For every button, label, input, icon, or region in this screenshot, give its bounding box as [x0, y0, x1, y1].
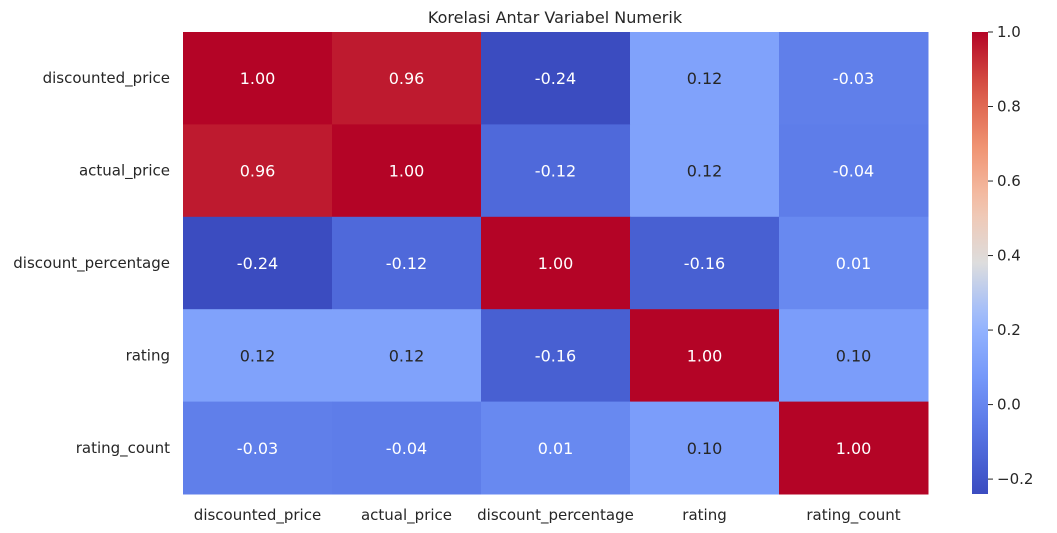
heatmap-cell [630, 309, 780, 403]
heatmap-cell [183, 309, 333, 403]
heatmap-cell [183, 216, 333, 310]
cell-annotation: 0.96 [240, 162, 276, 181]
heatmap-cell [481, 401, 631, 495]
cell-annotation: -0.04 [833, 162, 874, 181]
cell-annotation: -0.12 [535, 162, 576, 181]
cell-annotation: 0.12 [687, 69, 723, 88]
cell-annotations: 1.00 0.96 -0.24 0.12 -0.03 0.96 1.00 -0.12 0.12 -… [237, 69, 874, 458]
cell-annotation: 0.10 [687, 439, 723, 458]
cell-annotation: 0.12 [240, 346, 276, 365]
cell-annotation: 0.10 [836, 346, 872, 365]
cell-annotation: 0.01 [538, 439, 574, 458]
heatmap-cell [183, 124, 333, 218]
cell-annotation: 0.01 [836, 254, 872, 273]
cell-annotation: 1.00 [836, 439, 872, 458]
x-tick-label: discount_percentage [477, 506, 634, 525]
colorbar-tick-label: 0.2 [997, 321, 1021, 339]
x-tick-labels: discounted_price actual_price discount_per… [194, 506, 901, 525]
heatmap-cell [481, 124, 631, 218]
y-tick-labels: discounted_price actual_price discount_per… [13, 69, 170, 458]
heatmap-cell [332, 124, 482, 218]
colorbar-tick-label: 0.4 [997, 247, 1021, 265]
cell-annotation: 0.96 [389, 69, 425, 88]
cell-annotation: -0.03 [833, 69, 874, 88]
y-tick-label: actual_price [79, 162, 170, 181]
colorbar-tick-label: 1.0 [997, 23, 1021, 41]
colorbar [972, 32, 988, 494]
x-tick-label: discounted_price [194, 506, 321, 525]
cell-annotation: 1.00 [687, 346, 723, 365]
x-tick-label: rating [682, 506, 726, 524]
heatmap-cell [779, 32, 929, 125]
heatmap-cell [183, 32, 333, 125]
colorbar-tick-label: 0.6 [997, 172, 1021, 190]
y-tick-label: rating_count [76, 439, 170, 458]
colorbar-tick-label: −0.2 [997, 470, 1033, 488]
heatmap-cell [779, 124, 929, 218]
cell-annotation: -0.24 [237, 254, 278, 273]
heatmap-cell [779, 309, 929, 403]
y-tick-label: discounted_price [43, 69, 170, 88]
colorbar-tick-label: 0.8 [997, 98, 1021, 116]
heatmap-cell [332, 401, 482, 495]
y-tick-label: rating [126, 346, 170, 364]
colorbar-ticks: −0.2 0.0 0.2 0.4 0.6 0.8 1.0 [988, 23, 1033, 488]
cell-annotation: 1.00 [389, 162, 425, 181]
chart-title: Korelasi Antar Variabel Numerik [428, 8, 683, 27]
heatmap-cell [481, 309, 631, 403]
heatmap-cell [332, 216, 482, 310]
colorbar-tick-label: 0.0 [997, 396, 1021, 414]
heatmap-cell [481, 32, 631, 125]
cell-annotation: -0.04 [386, 439, 427, 458]
heatmap-cell [630, 401, 780, 495]
cell-annotation: -0.03 [237, 439, 278, 458]
heatmap-cell [630, 216, 780, 310]
cell-annotation: 0.12 [687, 162, 723, 181]
cell-annotation: -0.24 [535, 69, 576, 88]
heatmap-cell [630, 32, 780, 125]
cell-annotation: -0.12 [386, 254, 427, 273]
heatmap-cell [779, 216, 929, 310]
heatmap-cell [332, 32, 482, 125]
x-tick-label: rating_count [806, 506, 900, 525]
heatmap-cell [779, 401, 929, 495]
heatmap-cell [630, 124, 780, 218]
heatmap-cell [481, 216, 631, 310]
cell-annotation: 1.00 [538, 254, 574, 273]
x-tick-label: actual_price [361, 506, 452, 525]
cell-annotation: -0.16 [535, 346, 576, 365]
cell-annotation: -0.16 [684, 254, 725, 273]
cell-annotation: 0.12 [389, 346, 425, 365]
heatmap-cells [183, 32, 929, 495]
heatmap-cell [332, 309, 482, 403]
heatmap-cell [183, 401, 333, 495]
y-tick-label: discount_percentage [13, 254, 170, 273]
cell-annotation: 1.00 [240, 69, 276, 88]
